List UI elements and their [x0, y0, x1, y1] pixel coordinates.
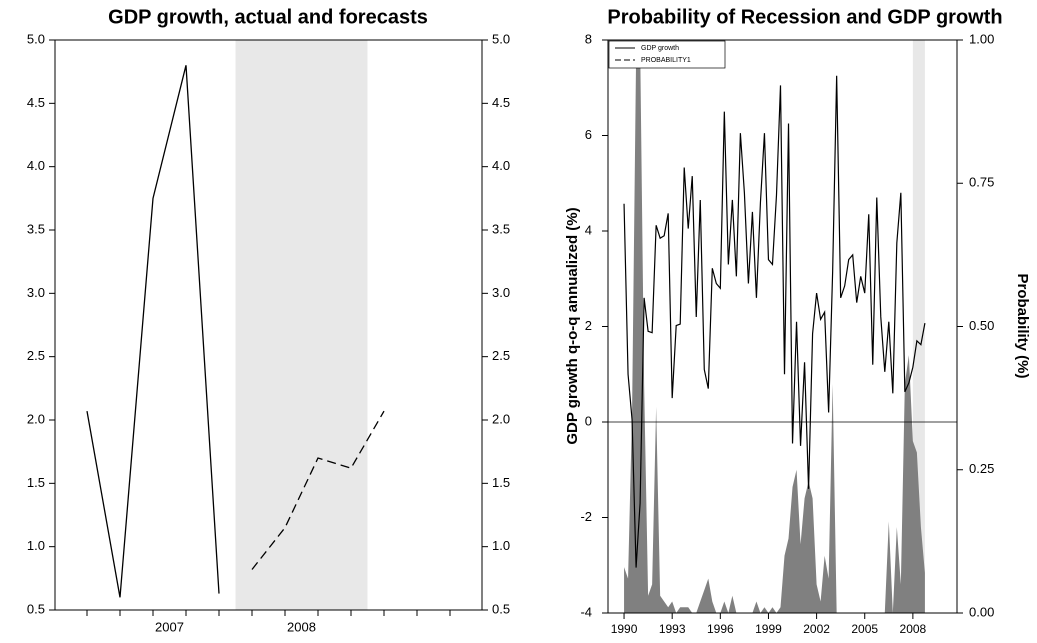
line: [251, 410, 385, 570]
y-tick-label: 1.5: [27, 475, 45, 490]
y-tick-label: 3.0: [27, 285, 45, 300]
y2-tick-label: 1.00: [969, 31, 994, 46]
y-tick-label: 1.0: [27, 538, 45, 553]
y-tick-label: 4.0: [27, 158, 45, 173]
x-tick-label: 2008: [287, 619, 316, 634]
y-tick-label: 8: [585, 31, 592, 46]
legend-label: GDP growth: [641, 45, 679, 52]
x-tick-label: 2007: [155, 619, 184, 634]
y-tick-label: 0.5: [27, 601, 45, 616]
y-tick-label: 1.5: [492, 475, 510, 490]
y2-tick-label: 0.25: [969, 461, 994, 476]
line: [623, 75, 926, 568]
y-tick-label: 3.5: [492, 221, 510, 236]
y-tick-label: 0: [585, 413, 592, 428]
y-tick-label: 2.5: [27, 348, 45, 363]
x-tick-label: 2008: [900, 622, 927, 636]
y-tick-label: 2: [585, 318, 592, 333]
plot-frame: [54, 39, 483, 611]
y2-tick-label: 0.75: [969, 175, 994, 190]
x-tick-label: 1996: [707, 622, 734, 636]
x-tick-label: 2002: [803, 622, 830, 636]
y2-tick-label: 0.00: [969, 604, 994, 619]
y-tick-label: -4: [580, 604, 592, 619]
y-tick-label: 2.0: [27, 411, 45, 426]
y2-tick-label: 0.50: [969, 318, 994, 333]
legend-box: [608, 40, 726, 69]
shaded-region: [235, 40, 368, 610]
y-tick-label: 0.5: [492, 601, 510, 616]
line: [86, 65, 220, 598]
y-tick-label: 4.5: [27, 95, 45, 110]
y2-axis-label: Probability (%): [1014, 273, 1031, 378]
y-tick-label: -2: [580, 509, 592, 524]
y-tick-label: 4.0: [492, 158, 510, 173]
y-tick-label: 6: [585, 127, 592, 142]
y-tick-label: 4: [585, 222, 592, 237]
y-tick-label: 2.5: [492, 348, 510, 363]
x-tick-label: 1990: [611, 622, 638, 636]
y-tick-label: 2.0: [492, 411, 510, 426]
y-tick-label: 5.0: [27, 31, 45, 46]
x-tick-label: 2005: [851, 622, 878, 636]
y-tick-label: 1.0: [492, 538, 510, 553]
y-tick-label: 3.0: [492, 285, 510, 300]
legend-label: PROBABILITY1: [641, 57, 691, 64]
y-tick-label: 5.0: [492, 31, 510, 46]
area: [624, 40, 925, 613]
y-tick-label: 4.5: [492, 95, 510, 110]
chart-title: GDP growth, actual and forecasts: [108, 6, 428, 28]
y-tick-label: 3.5: [27, 221, 45, 236]
chart-title: Probability of Recession and GDP growth: [607, 6, 1002, 28]
y-axis-label: GDP growth q-o-q annualized (%): [564, 207, 581, 444]
x-tick-label: 1999: [755, 622, 782, 636]
x-tick-label: 1993: [659, 622, 686, 636]
